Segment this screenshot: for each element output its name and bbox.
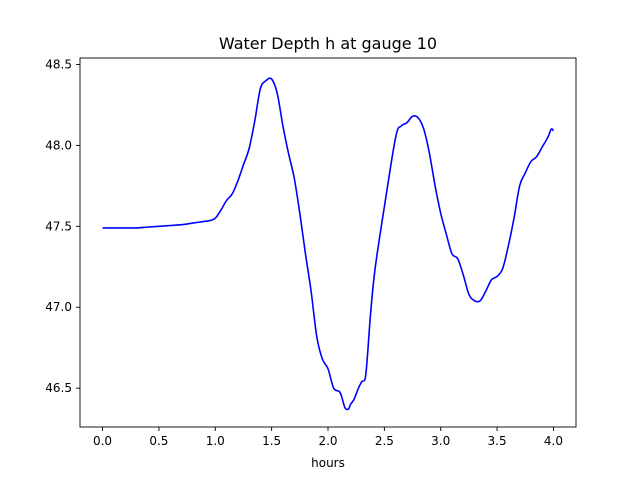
x-tick-label: 0.0 xyxy=(93,434,112,448)
x-axis-label: hours xyxy=(311,456,345,470)
chart-title: Water Depth h at gauge 10 xyxy=(219,34,437,53)
y-tick-label: 47.5 xyxy=(45,219,72,233)
y-tick-label: 47.0 xyxy=(45,300,72,314)
x-tick-label: 3.0 xyxy=(431,434,450,448)
x-axis-ticks: 0.0 0.5 1.0 1.5 2.0 2.5 3.0 3.5 4.0 xyxy=(93,427,563,448)
series-line-0 xyxy=(102,77,555,411)
y-tick-label: 48.5 xyxy=(45,57,72,71)
y-tick-label: 46.5 xyxy=(45,381,72,395)
x-tick-label: 3.5 xyxy=(488,434,507,448)
y-axis-ticks: 46.5 47.0 47.5 48.0 48.5 xyxy=(45,57,80,395)
x-tick-label: 2.5 xyxy=(375,434,394,448)
x-tick-label: 1.5 xyxy=(262,434,281,448)
x-tick-label: 2.0 xyxy=(318,434,337,448)
x-tick-label: 1.0 xyxy=(206,434,225,448)
x-tick-label: 4.0 xyxy=(544,434,563,448)
x-tick-label: 0.5 xyxy=(149,434,168,448)
y-tick-label: 48.0 xyxy=(45,138,72,152)
